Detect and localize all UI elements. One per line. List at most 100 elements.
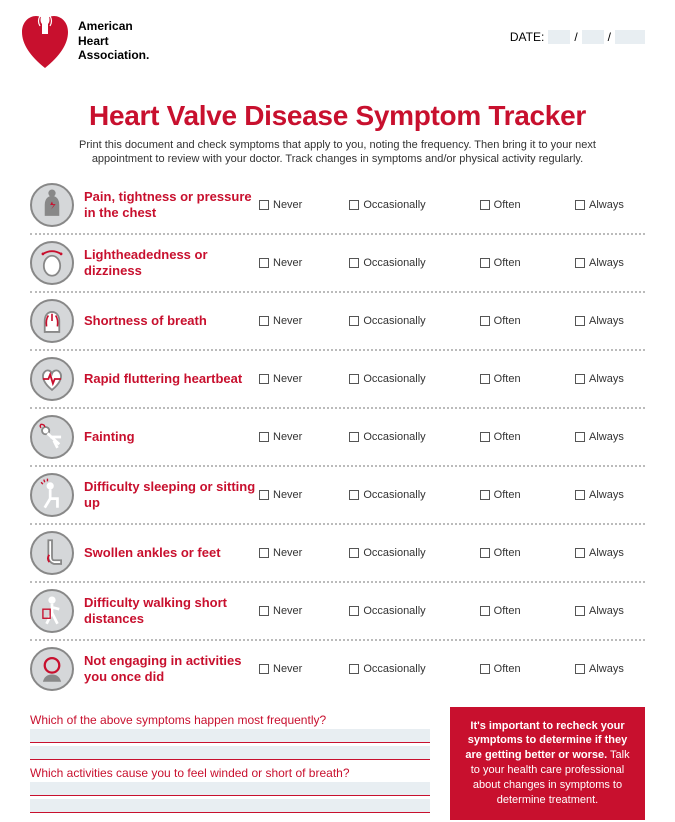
freq-never-label: Never (273, 199, 302, 211)
freq-often-label: Often (494, 489, 521, 501)
freq-never[interactable]: Never (259, 663, 329, 675)
dizzy-icon (30, 241, 74, 285)
freq-always[interactable]: Always (575, 315, 645, 327)
freq-never-label: Never (273, 547, 302, 559)
freq-occasionally[interactable]: Occasionally (349, 663, 459, 675)
freq-always-label: Always (589, 605, 624, 617)
freq-often[interactable]: Often (480, 547, 555, 559)
freq-occasionally-label: Occasionally (363, 605, 425, 617)
frequency-options: Never Occasionally Often Always (259, 547, 645, 559)
freq-often[interactable]: Often (480, 431, 555, 443)
date-field-month[interactable] (548, 30, 570, 44)
symptom-row: Shortness of breath Never Occasionally O… (30, 293, 645, 351)
freq-often-label: Often (494, 605, 521, 617)
freq-often[interactable]: Often (480, 605, 555, 617)
freq-often-label: Often (494, 663, 521, 675)
freq-never-label: Never (273, 315, 302, 327)
freq-never[interactable]: Never (259, 547, 329, 559)
symptom-row: Difficulty walking short distances Never… (30, 583, 645, 641)
date-label: DATE: (510, 30, 544, 44)
frequency-options: Never Occasionally Often Always (259, 373, 645, 385)
freq-occasionally[interactable]: Occasionally (349, 257, 459, 269)
freq-often-label: Often (494, 373, 521, 385)
symptom-label: Difficulty sleeping or sitting up (74, 479, 259, 510)
symptom-label: Rapid fluttering heartbeat (74, 371, 259, 387)
freq-often[interactable]: Often (480, 315, 555, 327)
freq-always-label: Always (589, 199, 624, 211)
freq-never[interactable]: Never (259, 605, 329, 617)
question-1-line-1[interactable] (30, 729, 430, 743)
frequency-options: Never Occasionally Often Always (259, 489, 645, 501)
freq-always[interactable]: Always (575, 431, 645, 443)
freq-often[interactable]: Often (480, 199, 555, 211)
freq-occasionally-label: Occasionally (363, 663, 425, 675)
freq-often[interactable]: Often (480, 663, 555, 675)
symptom-label: Shortness of breath (74, 313, 259, 329)
freq-always-label: Always (589, 257, 624, 269)
symptom-row: Pain, tightness or pressure in the chest… (30, 177, 645, 235)
frequency-options: Never Occasionally Often Always (259, 663, 645, 675)
symptom-row: Not engaging in activities you once did … (30, 641, 645, 697)
symptom-label: Not engaging in activities you once did (74, 653, 259, 684)
instructions-text: Print this document and check symptoms t… (0, 132, 675, 177)
freq-always[interactable]: Always (575, 489, 645, 501)
fainting-icon (30, 415, 74, 459)
freq-often[interactable]: Often (480, 373, 555, 385)
freq-always[interactable]: Always (575, 257, 645, 269)
freq-never-label: Never (273, 431, 302, 443)
freq-never[interactable]: Never (259, 199, 329, 211)
freq-often[interactable]: Often (480, 257, 555, 269)
freq-occasionally[interactable]: Occasionally (349, 547, 459, 559)
freq-occasionally[interactable]: Occasionally (349, 199, 459, 211)
freq-occasionally-label: Occasionally (363, 489, 425, 501)
freq-often[interactable]: Often (480, 489, 555, 501)
freq-often-label: Often (494, 431, 521, 443)
freq-always[interactable]: Always (575, 373, 645, 385)
frequency-options: Never Occasionally Often Always (259, 605, 645, 617)
callout-bold: It's important to recheck your symptoms … (465, 720, 627, 762)
freq-never-label: Never (273, 605, 302, 617)
freq-always[interactable]: Always (575, 663, 645, 675)
freq-occasionally-label: Occasionally (363, 547, 425, 559)
freq-always-label: Always (589, 315, 624, 327)
freq-occasionally[interactable]: Occasionally (349, 315, 459, 327)
freq-occasionally[interactable]: Occasionally (349, 431, 459, 443)
brand-suffix: . (146, 48, 149, 62)
date-field-year[interactable] (615, 30, 645, 44)
freq-never[interactable]: Never (259, 257, 329, 269)
freq-occasionally-label: Occasionally (363, 257, 425, 269)
foot-icon (30, 531, 74, 575)
walking-icon (30, 589, 74, 633)
symptom-list: Pain, tightness or pressure in the chest… (0, 177, 675, 697)
freq-never[interactable]: Never (259, 489, 329, 501)
freq-occasionally-label: Occasionally (363, 315, 425, 327)
freq-always-label: Always (589, 489, 624, 501)
freq-always[interactable]: Always (575, 605, 645, 617)
question-1-line-2[interactable] (30, 746, 430, 760)
date-sep1: / (574, 30, 577, 44)
freq-occasionally[interactable]: Occasionally (349, 373, 459, 385)
symptom-label: Lightheadedness or dizziness (74, 247, 259, 278)
freq-never[interactable]: Never (259, 431, 329, 443)
freq-always[interactable]: Always (575, 199, 645, 211)
date-block: DATE: / / (510, 30, 645, 44)
question-2-line-2[interactable] (30, 799, 430, 813)
freq-never[interactable]: Never (259, 373, 329, 385)
date-field-day[interactable] (582, 30, 604, 44)
freq-never[interactable]: Never (259, 315, 329, 327)
chest-pain-icon (30, 183, 74, 227)
brand-name: American Heart Association. (78, 19, 149, 62)
question-2-line-1[interactable] (30, 782, 430, 796)
symptom-label: Difficulty walking short distances (74, 595, 259, 626)
freq-always-label: Always (589, 373, 624, 385)
symptom-row: Rapid fluttering heartbeat Never Occasio… (30, 351, 645, 409)
frequency-options: Never Occasionally Often Always (259, 431, 645, 443)
freq-often-label: Often (494, 547, 521, 559)
freq-occasionally[interactable]: Occasionally (349, 605, 459, 617)
freq-always[interactable]: Always (575, 547, 645, 559)
freq-occasionally[interactable]: Occasionally (349, 489, 459, 501)
freq-always-label: Always (589, 663, 624, 675)
freq-never-label: Never (273, 257, 302, 269)
freq-often-label: Often (494, 199, 521, 211)
freq-often-label: Often (494, 315, 521, 327)
